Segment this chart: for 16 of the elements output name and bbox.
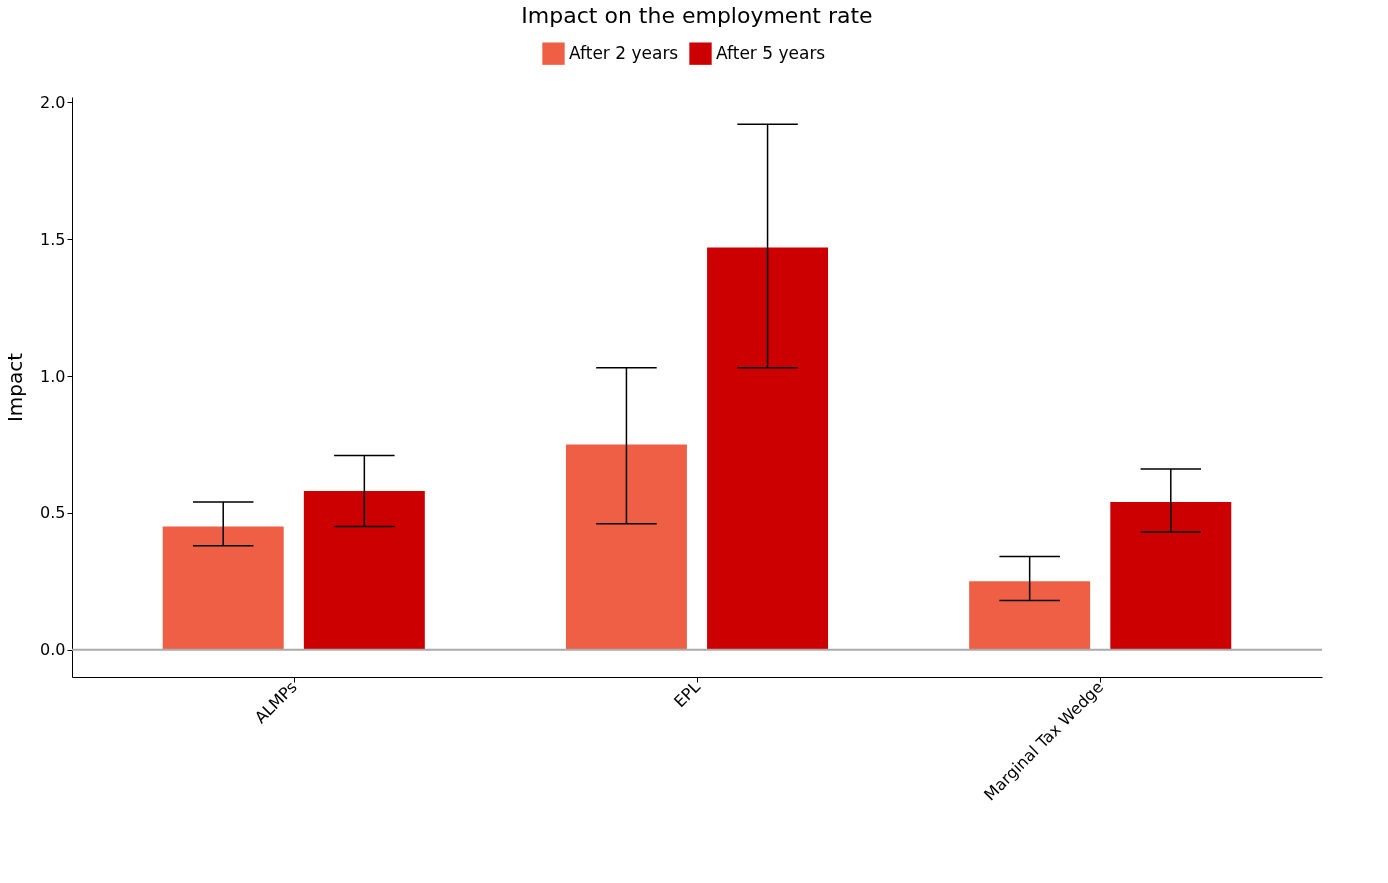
y-tick-label: 2.0: [40, 92, 66, 112]
bar: [303, 490, 425, 650]
chart-title: Impact on the employment rate: [521, 3, 873, 28]
bar: [162, 526, 284, 650]
bar: [1110, 501, 1232, 650]
y-tick-label: 0.5: [40, 503, 66, 523]
bar: [969, 581, 1091, 650]
y-tick-label: 1.5: [40, 229, 66, 249]
y-tick-label: 1.0: [40, 366, 66, 386]
x-tick-label: EPL: [670, 677, 704, 712]
y-axis-title: Impact: [3, 352, 28, 423]
y-tick-label: 0.0: [40, 640, 66, 660]
bar: [707, 247, 829, 650]
legend-label: After 5 years: [716, 42, 826, 63]
bar: [565, 444, 687, 650]
legend-label: After 2 years: [569, 42, 679, 63]
